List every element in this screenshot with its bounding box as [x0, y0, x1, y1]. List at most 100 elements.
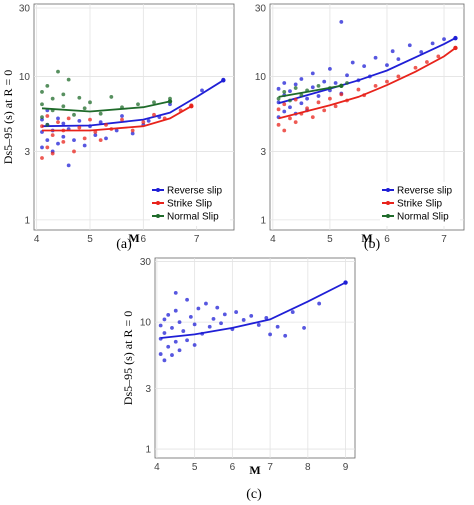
data-point [56, 120, 60, 125]
data-point [310, 85, 315, 90]
data-point [146, 118, 151, 123]
data-point [275, 324, 280, 329]
x-tick-label: 7 [441, 234, 447, 245]
data-point [170, 353, 174, 357]
series-strike-slip [276, 45, 458, 133]
data-point [56, 116, 60, 121]
fit-line [42, 105, 192, 132]
data-point [192, 322, 197, 327]
data-point [310, 71, 315, 76]
legend-label: Reverse slip [397, 186, 452, 197]
x-tick-label: 6 [230, 462, 236, 473]
data-point [162, 331, 167, 335]
data-point [173, 308, 178, 313]
data-point [104, 122, 108, 127]
data-point [362, 64, 367, 69]
data-point [425, 60, 429, 64]
series-strike-slip [40, 103, 194, 160]
data-point [40, 124, 44, 129]
data-point [322, 108, 327, 113]
x-axis-title: M [361, 231, 372, 245]
data-point [88, 100, 92, 105]
data-point [170, 326, 174, 330]
data-point [61, 104, 66, 109]
data-point [276, 122, 281, 127]
data-point [72, 138, 76, 142]
data-point [207, 324, 212, 329]
data-point [166, 344, 171, 349]
fit-line [41, 79, 224, 128]
legend: Reverse slip Strike Slip Normal Slip [380, 182, 460, 226]
data-point [40, 102, 44, 107]
fit-end-marker [453, 45, 458, 51]
data-point [61, 134, 66, 139]
data-point [219, 321, 223, 326]
data-point [310, 115, 315, 120]
panel-caption: (a) [116, 237, 132, 252]
legend-marker [386, 188, 390, 192]
legend-label: Reverse slip [167, 186, 222, 197]
data-point [98, 120, 103, 125]
data-point [339, 20, 344, 24]
x-tick-label: 9 [343, 462, 349, 473]
data-point [166, 312, 171, 317]
data-point [276, 86, 281, 91]
y-tick-label: 3 [24, 147, 30, 158]
data-point [442, 37, 446, 42]
data-point [373, 55, 378, 60]
data-point [50, 133, 55, 138]
data-point [82, 106, 87, 111]
data-point [45, 145, 50, 150]
x-tick-label: 4 [154, 462, 160, 473]
data-point [77, 118, 82, 123]
data-point [299, 77, 304, 81]
x-tick-label: 6 [141, 234, 147, 245]
data-point [385, 79, 389, 84]
data-point [293, 97, 298, 102]
data-point [188, 314, 193, 319]
data-point [249, 313, 254, 318]
data-point [200, 88, 204, 93]
data-point [177, 348, 182, 353]
y-tick-label: 10 [19, 72, 31, 83]
data-point [316, 94, 321, 98]
y-tick-label: 10 [140, 318, 152, 329]
y-tick-label: 30 [19, 4, 31, 15]
data-point [152, 112, 156, 117]
data-point [77, 125, 82, 130]
fit-line [41, 100, 171, 113]
series-normal-slip [276, 81, 349, 103]
data-point [61, 121, 66, 126]
fit-end-marker [343, 280, 348, 285]
chart-1: 4 5 6 7 1 3 10 30 M Ds5–95 (s) at R = 0 Reverse sl… [1, 4, 235, 252]
data-point [152, 100, 156, 105]
data-point [120, 114, 124, 118]
data-point [56, 69, 60, 74]
legend-label: Normal Slip [167, 212, 219, 223]
data-point [40, 145, 44, 150]
data-point [120, 117, 124, 122]
legend-label: Normal Slip [397, 212, 449, 223]
data-point [45, 114, 50, 118]
data-point [72, 149, 76, 154]
data-point [268, 332, 272, 337]
y-tick-label: 1 [24, 215, 30, 226]
fit-end-marker [189, 104, 194, 109]
data-point [302, 326, 306, 330]
fit-end-marker [453, 35, 458, 41]
data-point [333, 81, 338, 85]
data-point [72, 112, 76, 117]
data-point [40, 156, 44, 160]
series-normal-slip [40, 69, 173, 127]
panel-caption: (c) [246, 487, 262, 502]
fit-end-marker [339, 83, 344, 89]
legend-marker [386, 201, 390, 205]
data-point [385, 63, 389, 67]
data-point [215, 305, 220, 310]
x-tick-label: 4 [34, 234, 40, 245]
data-point [162, 358, 167, 363]
x-tick-label: 7 [267, 462, 273, 473]
data-point [350, 60, 355, 65]
plot-panel [154, 257, 356, 459]
